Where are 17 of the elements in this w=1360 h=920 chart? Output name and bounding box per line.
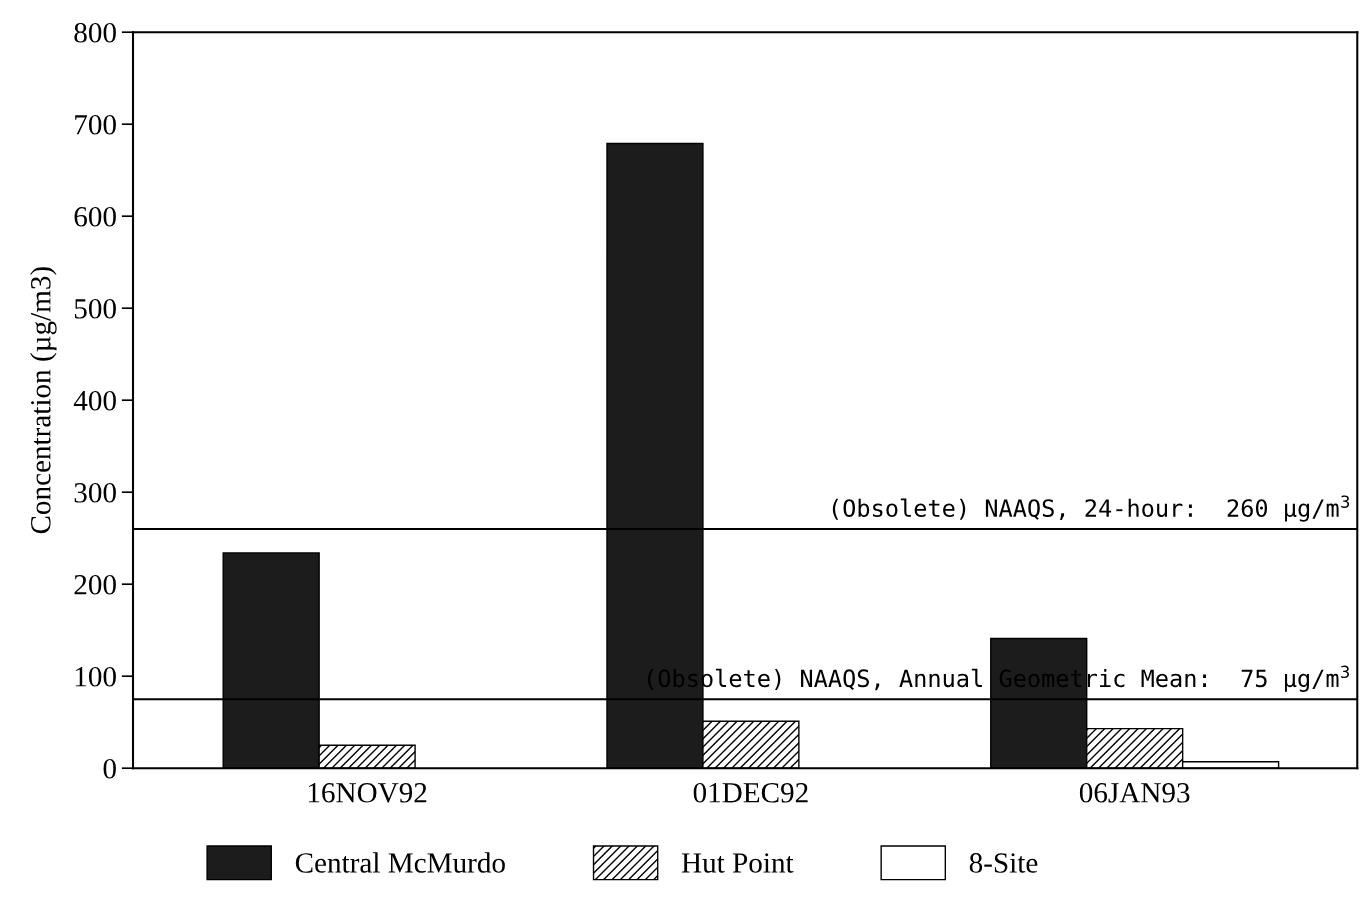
legend-label: Hut Point (681, 853, 794, 873)
x-tick-label: 01DEC92 (693, 782, 808, 803)
y-tick-label: 0 (103, 758, 116, 779)
ref-line-label: (Obsolete) NAAQS, 24-hour: 260 µg/m$^{3}$ (832, 495, 1350, 522)
y-tick-label: 300 (74, 482, 116, 503)
y-tick-label: 400 (73, 390, 116, 411)
y-tick-label: 200 (74, 574, 116, 595)
legend-label: Central McMurdo (295, 852, 505, 873)
y-tick-label: 100 (75, 666, 116, 687)
x-tick-label: 16NOV92 (308, 783, 427, 803)
y-tick-label: 500 (74, 298, 116, 319)
legend-label: 8-Site (969, 853, 1038, 873)
x-tick-label: 06JAN93 (1079, 782, 1190, 803)
y-tick-label: 700 (75, 114, 116, 135)
y-tick-label: 800 (74, 22, 116, 43)
y-tick-label: 600 (74, 206, 116, 227)
y-axis-title: Concentration (µg/m3) (30, 267, 57, 534)
